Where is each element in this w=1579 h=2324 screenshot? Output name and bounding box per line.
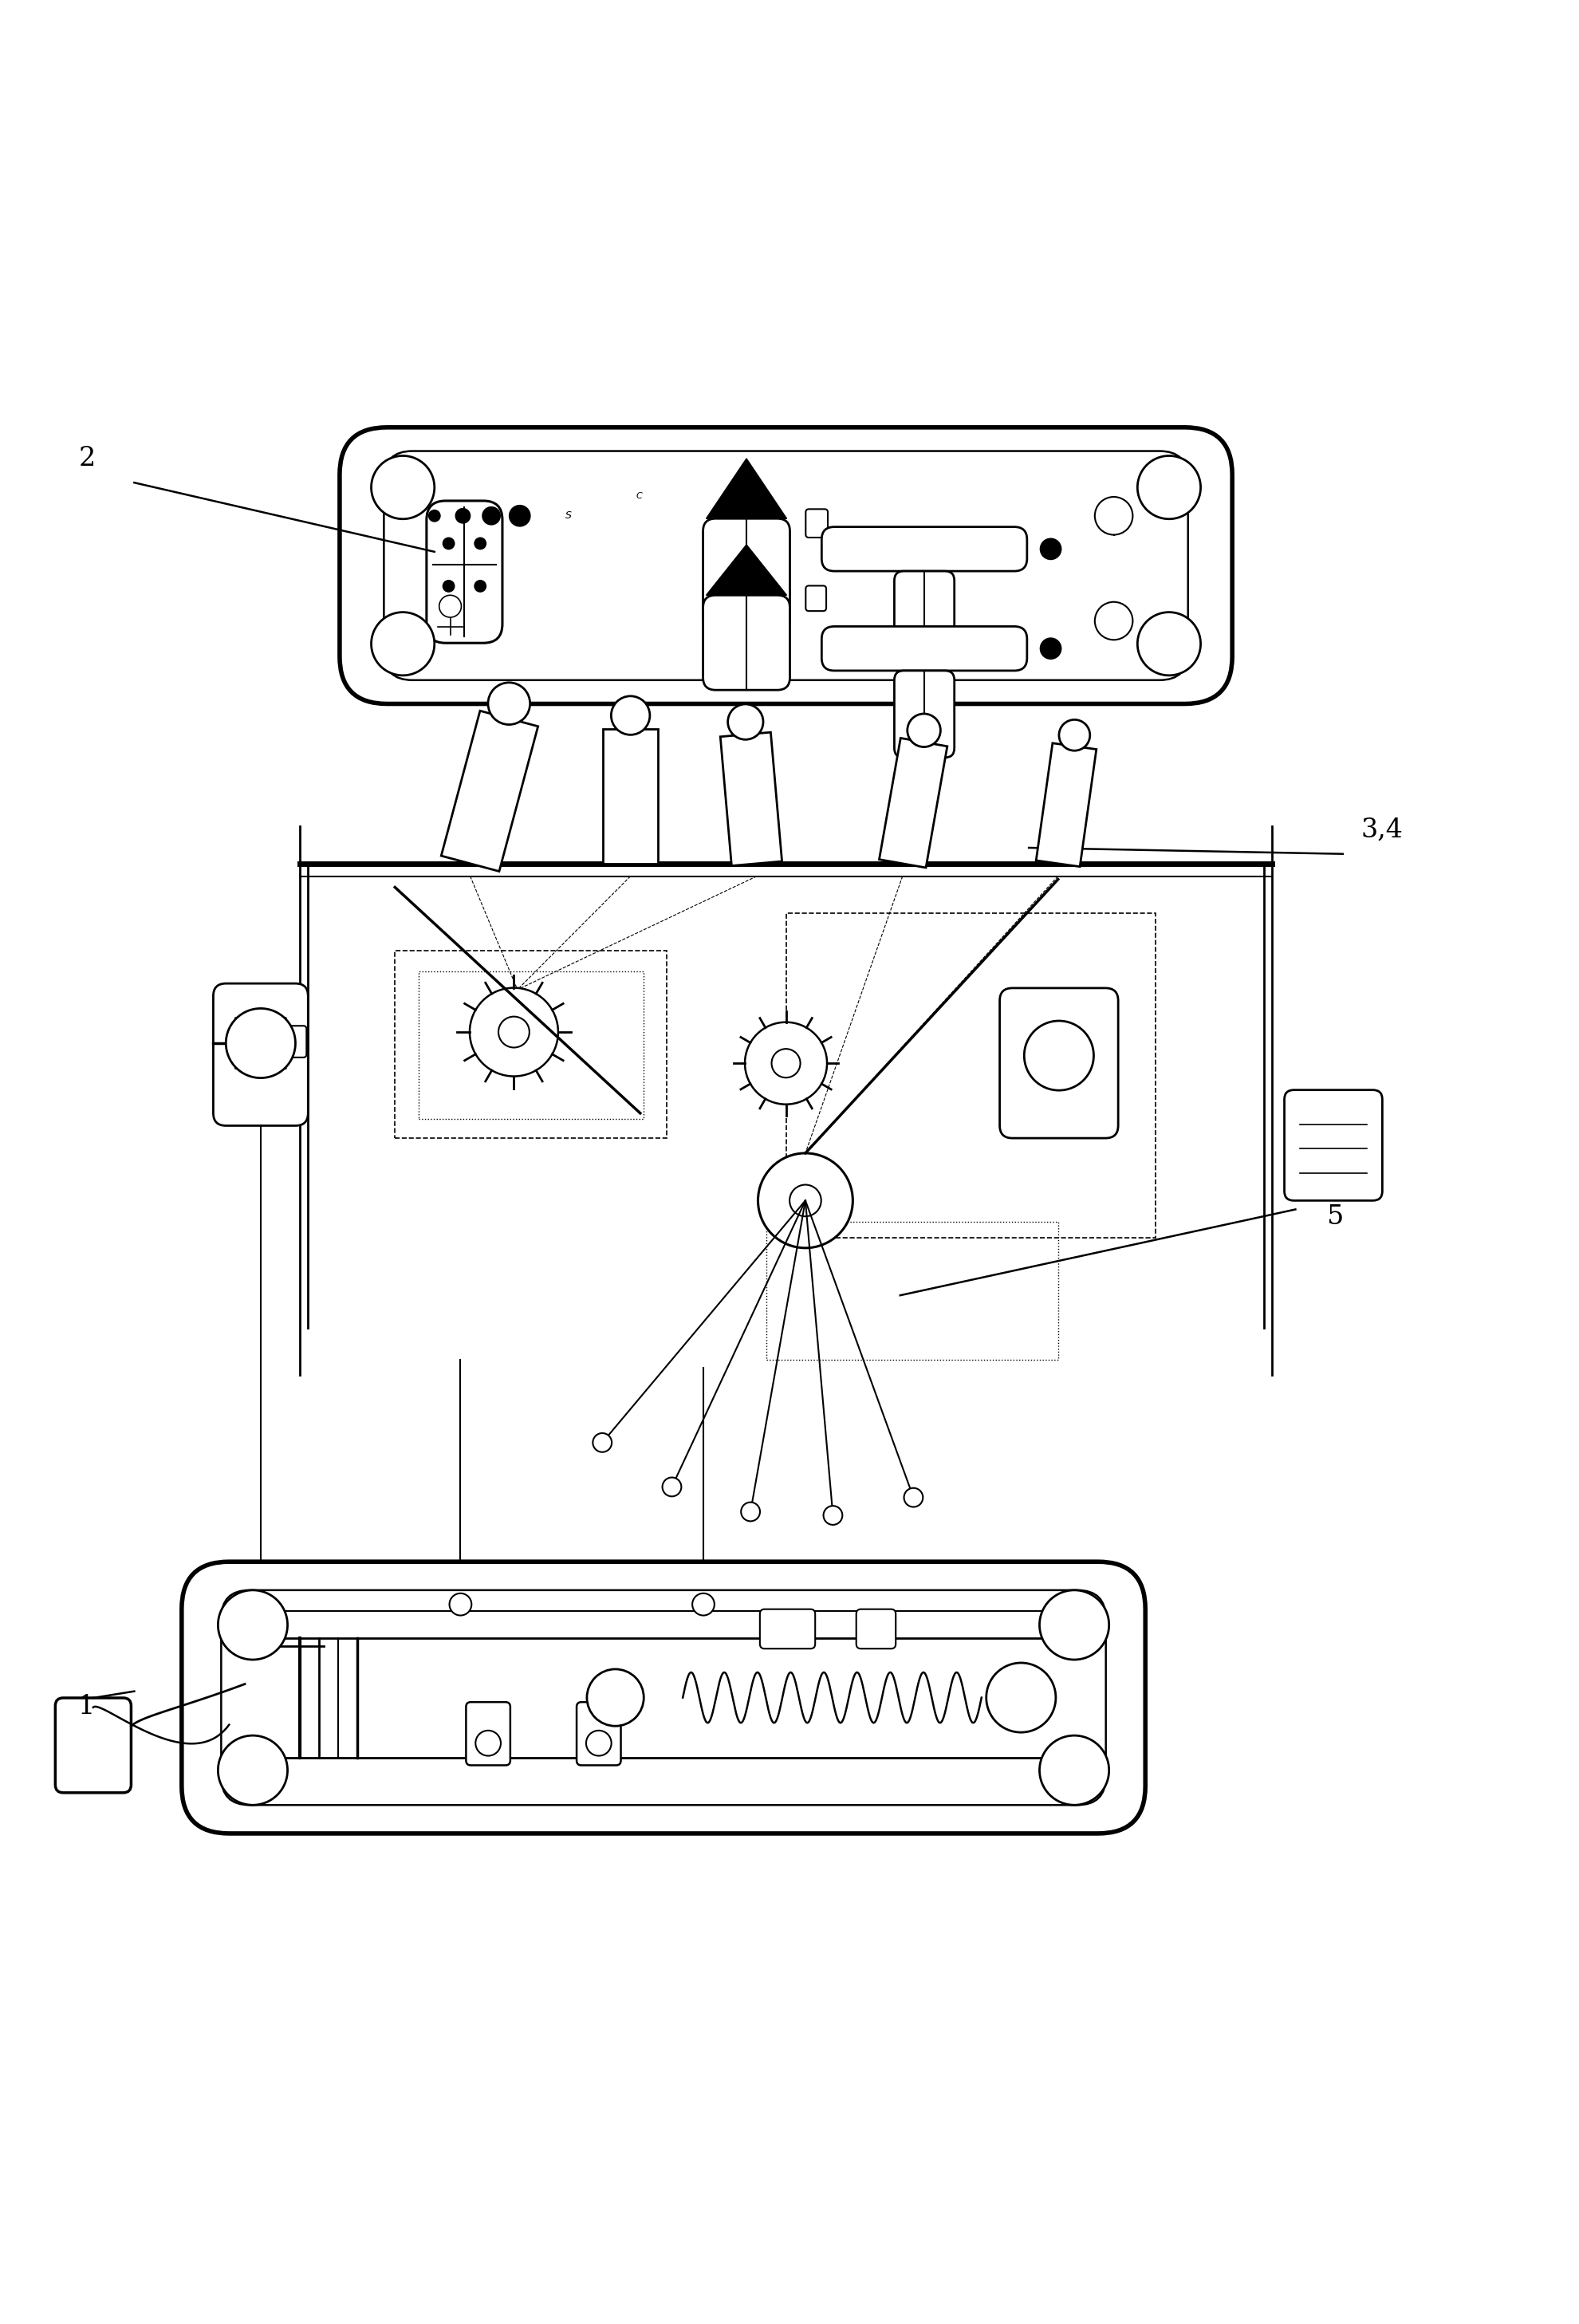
Circle shape	[226, 1009, 295, 1078]
FancyBboxPatch shape	[894, 572, 954, 662]
Text: 2: 2	[79, 446, 95, 472]
Circle shape	[499, 1016, 529, 1048]
Circle shape	[745, 1023, 827, 1104]
Bar	[395, 951, 666, 1139]
Circle shape	[448, 1594, 471, 1615]
Circle shape	[474, 579, 486, 593]
Circle shape	[1039, 637, 1061, 660]
Circle shape	[475, 1731, 501, 1757]
Circle shape	[1039, 1736, 1108, 1806]
Circle shape	[428, 509, 441, 523]
FancyBboxPatch shape	[182, 1562, 1145, 1834]
Circle shape	[611, 697, 649, 734]
Circle shape	[1137, 456, 1200, 518]
FancyBboxPatch shape	[805, 586, 826, 611]
Circle shape	[903, 1487, 922, 1506]
Circle shape	[442, 579, 455, 593]
FancyBboxPatch shape	[221, 1590, 1105, 1806]
Circle shape	[488, 683, 531, 725]
FancyBboxPatch shape	[1284, 1090, 1382, 1202]
FancyBboxPatch shape	[213, 983, 308, 1125]
Circle shape	[823, 1506, 842, 1525]
Text: 3,4: 3,4	[1361, 818, 1402, 844]
FancyBboxPatch shape	[821, 528, 1026, 572]
Circle shape	[218, 1590, 287, 1659]
Circle shape	[482, 507, 501, 525]
FancyBboxPatch shape	[759, 1608, 815, 1648]
FancyBboxPatch shape	[821, 627, 1026, 672]
Bar	[766, 1222, 1058, 1360]
Bar	[418, 971, 643, 1120]
Polygon shape	[441, 711, 538, 872]
Circle shape	[249, 1618, 272, 1638]
FancyBboxPatch shape	[1000, 988, 1118, 1139]
Text: $S$: $S$	[565, 511, 572, 521]
FancyBboxPatch shape	[426, 500, 502, 644]
Circle shape	[587, 1669, 644, 1727]
Circle shape	[592, 1434, 611, 1452]
Circle shape	[1094, 602, 1132, 639]
Circle shape	[1058, 720, 1090, 751]
FancyBboxPatch shape	[272, 1025, 306, 1057]
Circle shape	[442, 537, 455, 551]
Circle shape	[371, 611, 434, 676]
Circle shape	[371, 456, 434, 518]
FancyBboxPatch shape	[55, 1699, 131, 1792]
FancyBboxPatch shape	[703, 595, 790, 690]
Polygon shape	[706, 544, 786, 595]
Circle shape	[906, 713, 940, 746]
FancyBboxPatch shape	[805, 509, 827, 537]
Bar	[786, 913, 1154, 1239]
Circle shape	[1137, 611, 1200, 676]
Circle shape	[586, 1731, 611, 1757]
Circle shape	[790, 1185, 821, 1215]
Polygon shape	[603, 730, 658, 865]
FancyBboxPatch shape	[703, 518, 790, 630]
Text: 1: 1	[79, 1694, 95, 1720]
Polygon shape	[706, 458, 786, 518]
Circle shape	[1039, 537, 1061, 560]
Circle shape	[1094, 497, 1132, 535]
Text: 5: 5	[1326, 1204, 1342, 1229]
FancyBboxPatch shape	[339, 428, 1232, 704]
Polygon shape	[1036, 744, 1096, 867]
Circle shape	[741, 1501, 759, 1522]
Circle shape	[474, 537, 486, 551]
Circle shape	[728, 704, 763, 739]
Circle shape	[508, 504, 531, 528]
Circle shape	[218, 1736, 287, 1806]
Circle shape	[469, 988, 557, 1076]
Circle shape	[662, 1478, 681, 1497]
Circle shape	[1039, 1590, 1108, 1659]
FancyBboxPatch shape	[856, 1608, 895, 1648]
FancyBboxPatch shape	[466, 1701, 510, 1766]
Circle shape	[692, 1594, 714, 1615]
Circle shape	[758, 1153, 853, 1248]
Polygon shape	[880, 739, 947, 867]
Circle shape	[439, 595, 461, 618]
Circle shape	[985, 1664, 1055, 1731]
FancyBboxPatch shape	[384, 451, 1187, 681]
FancyBboxPatch shape	[576, 1701, 621, 1766]
Polygon shape	[720, 732, 782, 867]
Circle shape	[455, 509, 471, 523]
FancyBboxPatch shape	[894, 672, 954, 758]
Text: $C$: $C$	[636, 490, 643, 500]
Circle shape	[1023, 1020, 1093, 1090]
Circle shape	[771, 1048, 801, 1078]
